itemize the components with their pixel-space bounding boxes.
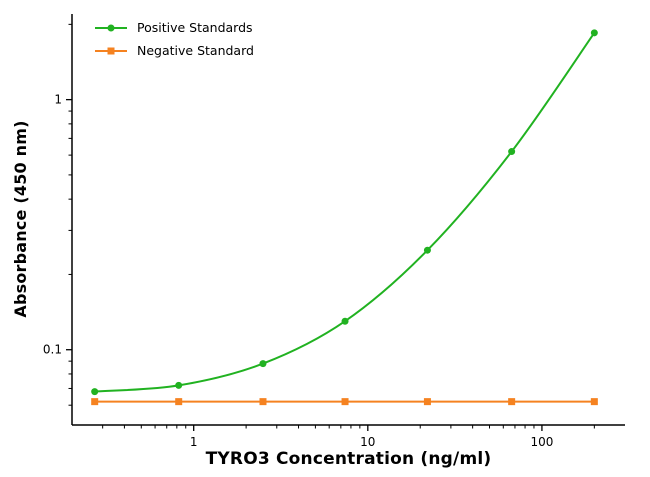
x-tick-label: 1 [190,435,198,449]
data-point-circle [341,317,349,325]
data-point-circle [259,360,267,368]
data-point-circle [175,381,183,389]
y-tick-label: 1 [54,93,62,107]
data-point-square [175,398,183,406]
data-point-square [508,398,516,406]
y-axis-title: Absorbance (450 nm) [11,120,30,318]
data-point-circle [590,29,598,37]
x-tick-label: 100 [530,435,553,449]
legend-label-negative: Negative Standard [137,43,254,58]
data-point-circle [508,148,516,156]
data-point-circle [423,246,431,254]
positive-series-swatch-icon [95,24,127,31]
x-tick-label: 10 [360,435,375,449]
x-axis-title: TYRO3 Concentration (ng/ml) [205,449,492,469]
data-point-square [590,398,598,406]
positive-swatch-marker [107,24,115,31]
legend-entry-negative: Negative Standard [94,43,254,58]
data-point-square [91,398,99,406]
data-point-circle [91,388,99,396]
data-point-square [423,398,431,406]
negative-swatch-marker [107,47,115,54]
y-tick-label: 0.1 [43,343,62,357]
legend-entry-positive: Positive Standards [94,20,254,35]
legend: Positive Standards Negative Standard [94,20,254,58]
legend-label-positive: Positive Standards [137,20,253,35]
data-point-square [341,398,349,406]
data-point-square [259,398,267,406]
negative-series-swatch-icon [95,47,127,54]
series-line-0 [93,31,596,393]
